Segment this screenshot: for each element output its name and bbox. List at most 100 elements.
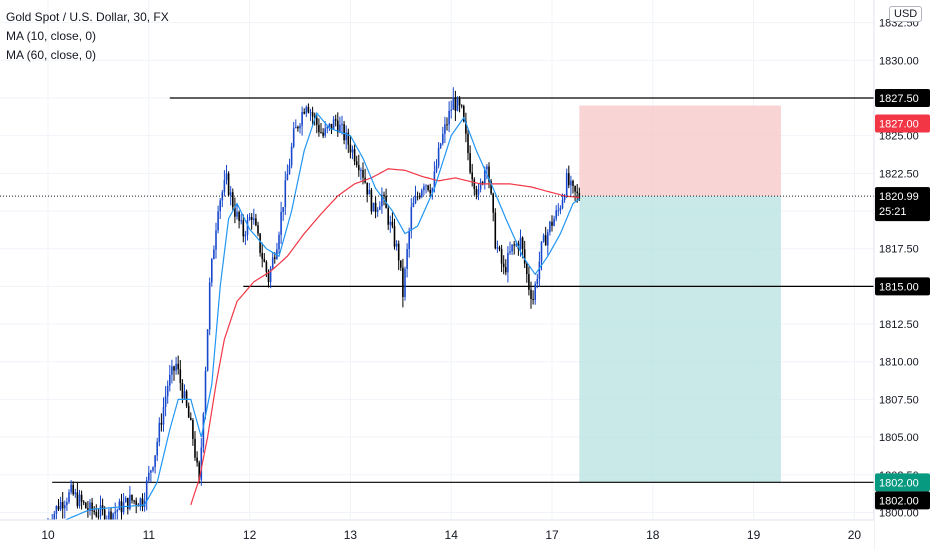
price-axis[interactable]: 1800.001802.501805.001807.501810.001812.… xyxy=(873,0,932,550)
candle-up xyxy=(381,194,383,207)
candle-up xyxy=(437,147,440,166)
candle-up xyxy=(408,230,410,250)
price-axis-bg xyxy=(874,0,932,550)
candle-down xyxy=(110,511,112,523)
candle-up xyxy=(509,251,511,253)
candle-up xyxy=(53,513,56,524)
candle-down xyxy=(61,501,64,509)
position-zones[interactable] xyxy=(579,105,781,483)
candle-down xyxy=(97,516,100,518)
candle-down xyxy=(91,502,93,511)
candle-down xyxy=(502,263,505,267)
symbol-title[interactable]: Gold Spot / U.S. Dollar, 30, FX xyxy=(6,10,169,24)
candle-down xyxy=(458,98,461,106)
price-tag-bg xyxy=(875,114,930,133)
candle-up xyxy=(414,196,417,203)
candle-down xyxy=(181,383,184,399)
candle-down xyxy=(185,391,188,406)
candle-up xyxy=(404,268,406,297)
price-tag: 1827.00 xyxy=(879,119,919,131)
candle-down xyxy=(313,116,316,118)
candle-down xyxy=(397,243,400,261)
moving-averages xyxy=(47,111,580,529)
candle-down xyxy=(101,505,104,510)
candle-up xyxy=(507,252,509,273)
candle-up xyxy=(339,124,341,133)
candle-up xyxy=(248,217,251,220)
candle-up xyxy=(225,173,228,181)
price-tick-label: 1812.50 xyxy=(879,319,919,331)
candle-down xyxy=(257,225,259,234)
candle-up xyxy=(204,370,207,414)
time-tick-label: 19 xyxy=(747,528,761,542)
candle-down xyxy=(370,189,373,212)
price-tick-label: 1805.00 xyxy=(879,432,919,444)
time-axis-bg xyxy=(0,520,874,550)
candle-up xyxy=(341,124,343,126)
time-tick-label: 20 xyxy=(848,528,862,542)
candle-down xyxy=(355,161,358,166)
candle-up xyxy=(301,112,303,126)
candle-up xyxy=(171,366,173,375)
candle-down xyxy=(400,260,402,268)
candle-down xyxy=(190,417,192,421)
ma10-legend[interactable]: MA (10, close, 0) xyxy=(6,29,97,43)
candle-down xyxy=(402,267,404,297)
candle-up xyxy=(215,230,217,250)
candle-down xyxy=(267,271,270,283)
price-tags: 1827.501827.001821.001815.001802.001802.… xyxy=(875,88,930,510)
candle-up xyxy=(519,237,522,250)
last-price-tag-bg xyxy=(875,187,930,222)
candle-up xyxy=(236,211,238,217)
candle-up xyxy=(452,97,455,110)
candle-up xyxy=(549,221,551,233)
candle-up xyxy=(288,165,291,175)
candle-up xyxy=(200,447,203,480)
candle-up xyxy=(99,505,102,517)
candle-up xyxy=(175,363,177,371)
candle-up xyxy=(372,202,375,212)
candle-up xyxy=(269,268,272,283)
candle-down xyxy=(265,261,268,272)
candle-down xyxy=(374,202,377,212)
candle-up xyxy=(439,143,442,148)
candle-down xyxy=(303,112,305,114)
candle-up xyxy=(206,329,209,371)
candle-up xyxy=(515,243,518,246)
candle-up xyxy=(129,494,131,509)
candle-up xyxy=(280,211,282,235)
candle-down xyxy=(242,220,245,237)
candle-up xyxy=(547,232,549,246)
time-axis[interactable]: 10 11 12 13 14 17 18 19 20 xyxy=(0,519,874,550)
horizontal-lines[interactable] xyxy=(52,97,874,483)
candle-down xyxy=(418,196,421,198)
candle-down xyxy=(227,173,230,196)
candle-down xyxy=(255,218,257,226)
candle-down xyxy=(475,189,478,195)
candle-down xyxy=(274,257,276,259)
ma60-legend[interactable]: MA (60, close, 0) xyxy=(6,48,97,62)
candle-down xyxy=(473,179,476,190)
candle-up xyxy=(444,124,446,134)
candle-up xyxy=(278,234,280,250)
time-tick-label: 11 xyxy=(143,528,156,542)
candle-down xyxy=(572,180,574,187)
candle-up xyxy=(55,506,58,514)
candle-down xyxy=(490,181,492,194)
candle-up xyxy=(345,132,347,141)
candle-up xyxy=(486,166,488,170)
candle-down xyxy=(177,363,179,370)
candle-down xyxy=(95,512,98,517)
candle-up xyxy=(223,180,226,193)
candle-up xyxy=(368,189,371,195)
currency-badge[interactable]: USD xyxy=(889,6,923,22)
candle-down xyxy=(469,153,471,173)
candle-up xyxy=(477,189,480,195)
candle-down xyxy=(391,221,394,226)
candle-up xyxy=(276,249,278,259)
candle-up xyxy=(324,128,326,136)
candle-up xyxy=(158,422,161,442)
candle-down xyxy=(353,149,356,162)
candle-up xyxy=(156,441,158,456)
